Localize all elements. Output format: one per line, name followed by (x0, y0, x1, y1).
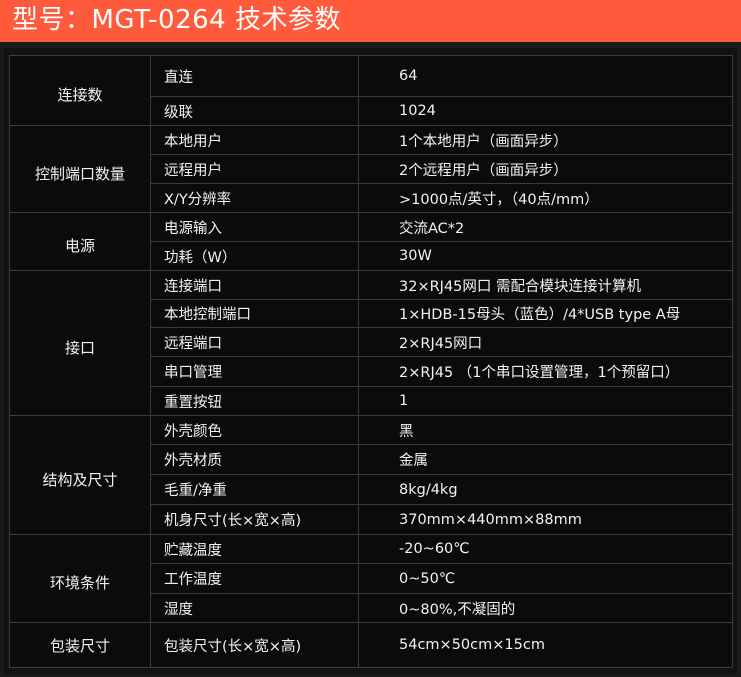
param-value: >1000点/英寸，（40点/mm） (358, 183, 733, 213)
param-name: 湿度 (150, 593, 359, 623)
param-name: 远程用户 (150, 154, 359, 184)
param-value: 黑 (358, 415, 733, 445)
table-row: X/Y分辨率 >1000点/英寸，（40点/mm） (10, 183, 733, 213)
param-value: 金属 (358, 444, 733, 475)
table-row: 结构及尺寸 外壳颜色黑 (9, 415, 733, 535)
table-row: 包装尺寸 包装尺寸(长×宽×高) 54cm×50cm×15cm (9, 622, 733, 668)
param-value: 1 (358, 386, 733, 416)
param-name: 毛重/净重 (150, 474, 359, 505)
title-banner: 型号：MGT-0264 技术参数 (0, 0, 741, 42)
param-value: 2×RJ45网口 (358, 327, 733, 357)
table-row: 环境条件 贮藏温度 -20~60℃ (9, 534, 733, 623)
spec-table: 连接数 直连 64 级联 1024 控制端口数量 本地用户 1个本地用户（画面异步） 远程用户 2… (9, 55, 733, 668)
param-value: 交流AC*2 (358, 212, 733, 242)
param-value: 1024 (358, 96, 733, 126)
param-name: 本地用户 (150, 125, 359, 155)
group-label: 包装尺寸 (9, 622, 151, 668)
group-label: 控制端口数量 (9, 125, 151, 213)
param-value: 0~80%,不凝固的 (358, 593, 733, 623)
param-name: 本地控制端口 (150, 299, 359, 328)
param-value: 0~50℃ (358, 563, 733, 594)
param-name: 级联 (150, 96, 359, 126)
page-title: 型号：MGT-0264 技术参数 (12, 5, 341, 35)
param-name: 直连 (150, 55, 359, 97)
table-row: 工作温度 0~50℃ (10, 563, 733, 594)
param-value: 30W (358, 241, 733, 271)
table-row: 机身尺寸(长×宽×高) 370mm×440mm×88mm (10, 504, 733, 535)
table-row: 电源 电源输入 交流AC*2 (9, 212, 733, 271)
group-label: 电源 (9, 212, 151, 271)
param-value: 64 (358, 55, 733, 97)
param-name: 串口管理 (150, 356, 359, 387)
table-row: 控制端口数量 本地用户 1个本地用户（画面异步） (9, 125, 733, 213)
group-label: 环境条件 (9, 534, 151, 623)
param-name: 工作温度 (150, 563, 359, 594)
table-row: 毛重/净重 8kg/4kg (10, 474, 733, 505)
table-row: 串口管理 2×RJ45 （1个串口设置管理，1个预留口） (10, 356, 733, 387)
param-value: 370mm×440mm×88mm (358, 504, 733, 535)
table-row: 级联 1024 (10, 96, 733, 126)
param-value: 8kg/4kg (358, 474, 733, 505)
param-value: 2个远程用户（画面异步） (358, 154, 733, 184)
table-row: 连接数 直连 64 (9, 55, 733, 126)
group-label: 接口 (9, 270, 151, 416)
param-value: 1个本地用户（画面异步） (358, 125, 733, 155)
param-name: 电源输入 (150, 212, 359, 242)
param-name: 包装尺寸(长×宽×高) (150, 622, 359, 668)
param-name: X/Y分辨率 (150, 183, 359, 213)
param-value: 54cm×50cm×15cm (358, 622, 733, 668)
param-name: 机身尺寸(长×宽×高) (150, 504, 359, 535)
param-name: 贮藏温度 (150, 534, 359, 564)
table-row: 接口 连接端口 32×RJ45网口 需配合模块连接计算机 (9, 270, 733, 416)
table-row: 远程端口 2×RJ45网口 (10, 327, 733, 357)
table-row: 功耗（W） 30W (10, 241, 733, 271)
table-row: 重置按钮 1 (10, 386, 733, 416)
param-name: 连接端口 (150, 270, 359, 300)
param-value: 1×HDB-15母头（蓝色）/4*USB type A母 (358, 299, 733, 328)
param-name: 外壳颜色 (150, 415, 359, 445)
group-label: 连接数 (9, 55, 151, 126)
group-label: 结构及尺寸 (9, 415, 151, 535)
param-name: 重置按钮 (150, 386, 359, 416)
param-value: 32×RJ45网口 需配合模块连接计算机 (358, 270, 733, 300)
param-name: 外壳材质 (150, 444, 359, 475)
param-value: 2×RJ45 （1个串口设置管理，1个预留口） (358, 356, 733, 387)
table-row: 本地控制端口 1×HDB-15母头（蓝色）/4*USB type A母 (10, 299, 733, 328)
param-name: 远程端口 (150, 327, 359, 357)
param-value: -20~60℃ (358, 534, 733, 564)
param-name: 功耗（W） (150, 241, 359, 271)
